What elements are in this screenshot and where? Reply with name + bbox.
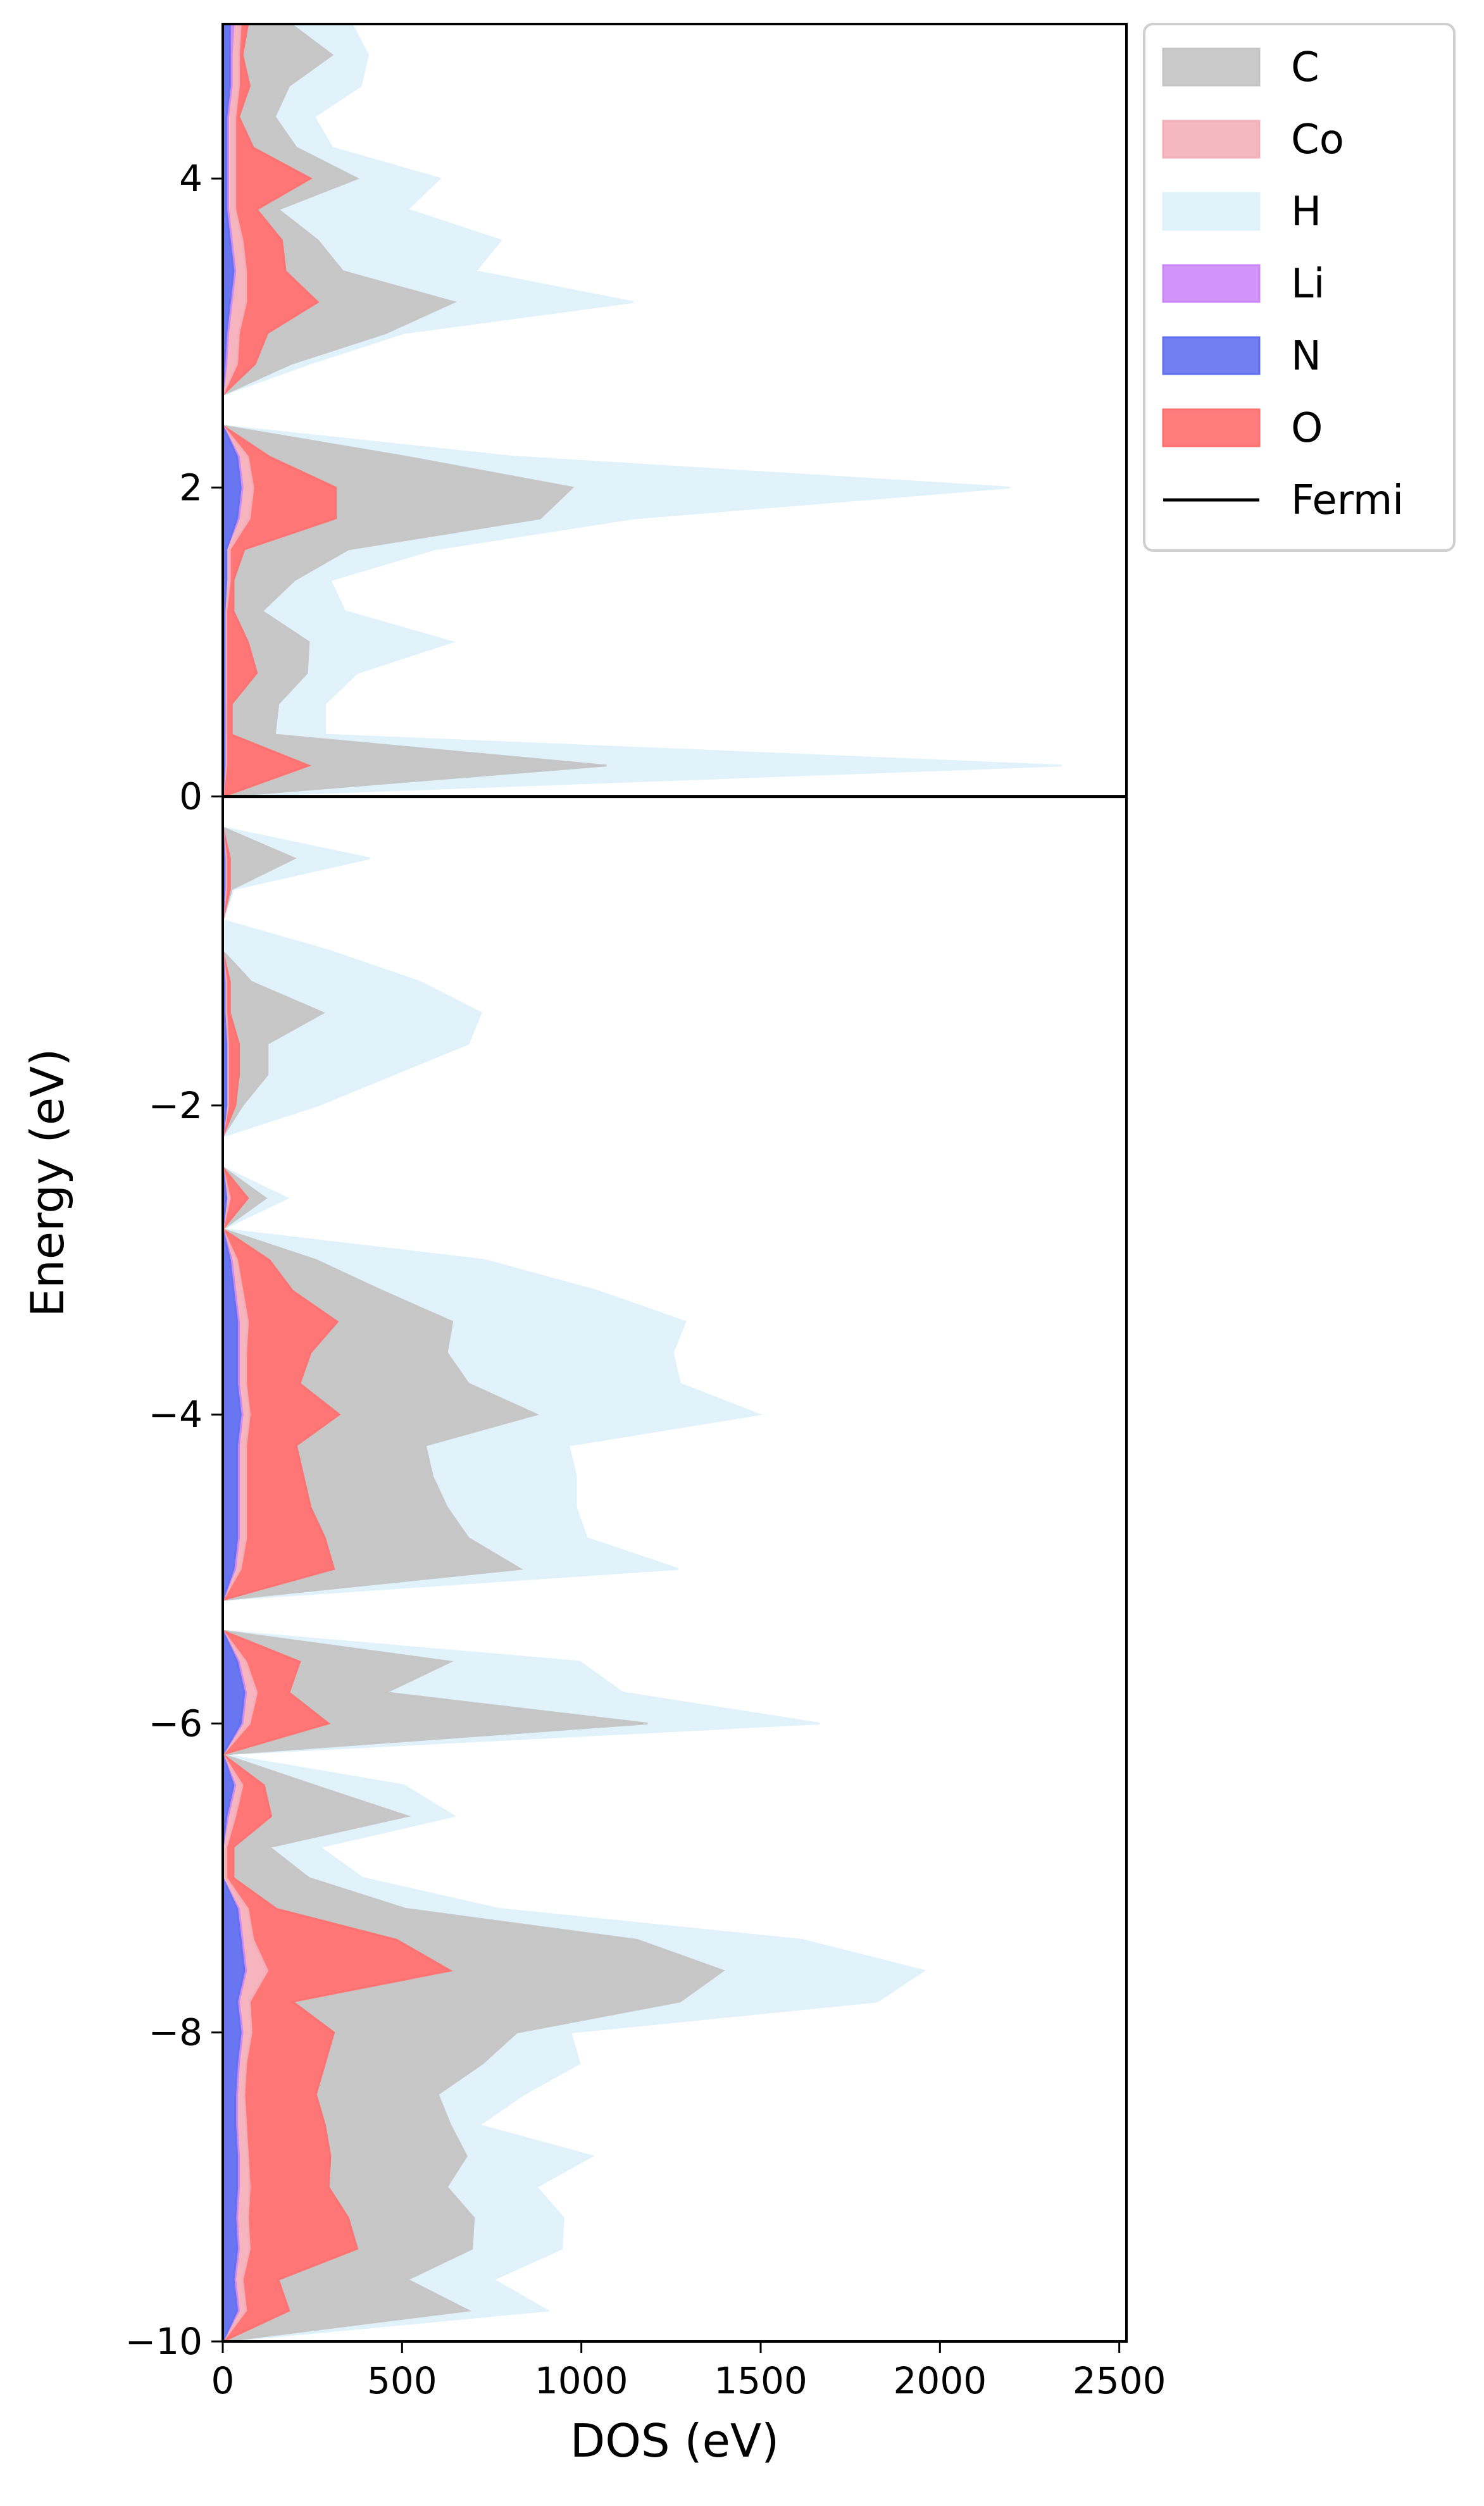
series-area-n [223,24,246,2341]
legend-swatch-co [1162,120,1261,159]
x-tick-label: 0 [211,2359,235,2402]
legend-label-o: O [1291,405,1323,452]
y-tick-label: 0 [179,775,203,818]
y-tick-label: −4 [149,1393,203,1436]
axes-frame [221,23,1128,2343]
y-axis-label: Energy (eV) [21,1049,74,1318]
legend-label-n: N [1291,333,1321,380]
legend-label-c: C [1291,44,1319,91]
legend-label-h: H [1291,189,1321,235]
y-tick-label: −10 [125,2320,203,2363]
plot-area-series [223,24,1063,2341]
legend-label-li: Li [1291,261,1325,308]
x-tick-label: 2500 [1073,2359,1166,2402]
x-tick-label: 1500 [714,2359,807,2402]
legend-swatch-c [1162,47,1261,87]
x-tick-label: 2000 [894,2359,987,2402]
y-tick-label: −2 [149,1084,203,1127]
legend-swatch-o [1162,408,1261,447]
y-tick-label: −6 [149,1702,203,1745]
legend-label-fermi: Fermi [1291,477,1404,524]
x-axis-label: DOS (eV) [570,2414,779,2467]
legend-swatch-n [1162,336,1261,375]
y-tick-label: −8 [149,2011,203,2054]
y-axis-ticks: −10 −8 −6 −4 −2 0 2 4 [125,157,223,2363]
legend-label-co: Co [1291,116,1344,163]
x-tick-label: 1000 [535,2359,628,2402]
x-tick-label: 500 [367,2359,437,2402]
y-tick-label: 2 [179,466,203,509]
legend-swatch-li [1162,264,1261,303]
legend-swatch-h [1162,192,1261,231]
y-tick-label: 4 [179,157,203,200]
legend: C Co H Li NO Fermi [1143,23,1456,552]
x-axis-ticks: 0 500 1000 1500 2000 2500 [211,2341,1166,2402]
